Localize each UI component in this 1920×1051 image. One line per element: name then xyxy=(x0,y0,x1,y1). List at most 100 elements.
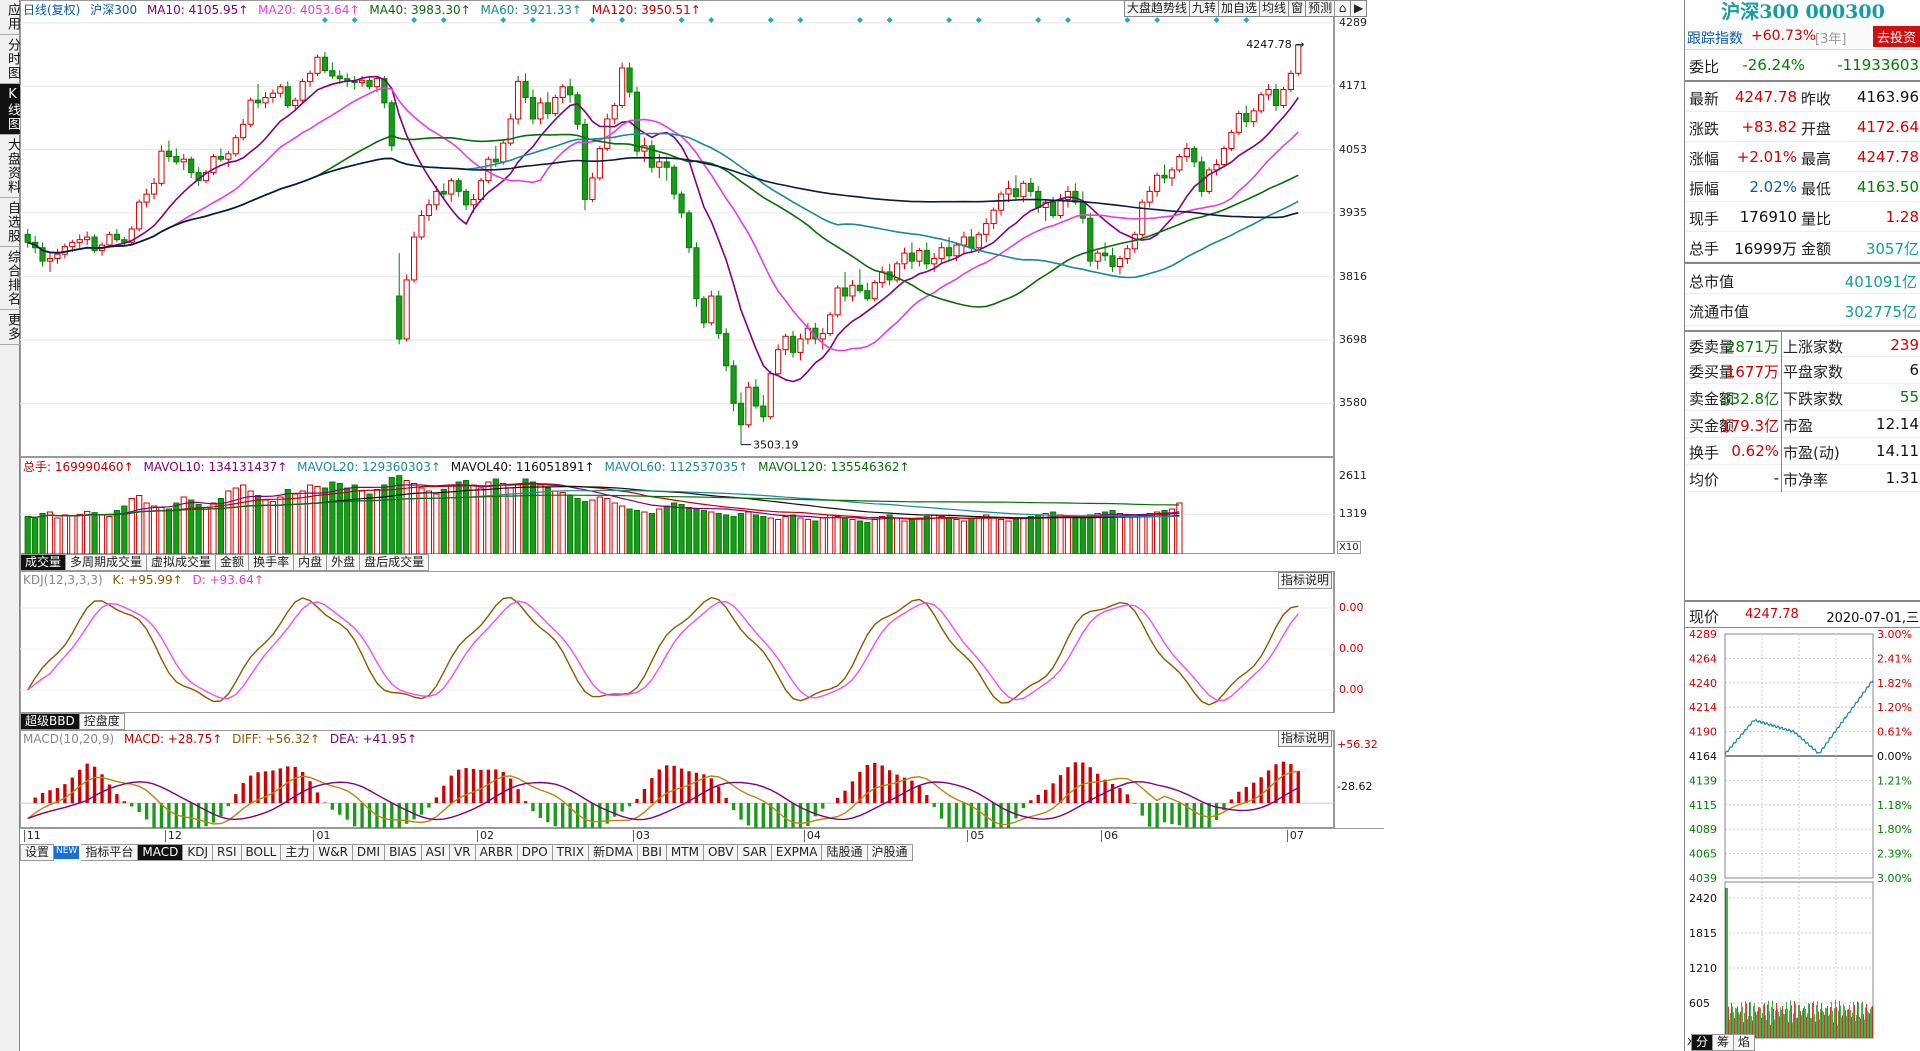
volume-bar[interactable] xyxy=(723,514,730,554)
volume-bar[interactable] xyxy=(121,505,128,554)
volume-bar[interactable] xyxy=(841,517,849,554)
volume-bar[interactable] xyxy=(1139,514,1146,554)
candle[interactable] xyxy=(136,199,143,232)
candle[interactable] xyxy=(24,228,31,248)
lock-icon[interactable]: ⌂ xyxy=(1335,0,1352,17)
candle[interactable] xyxy=(46,253,54,272)
candle[interactable] xyxy=(1109,247,1116,272)
indicator-tab-RSI[interactable]: RSI xyxy=(213,844,242,861)
candle[interactable] xyxy=(819,328,826,350)
volume-bar[interactable] xyxy=(455,481,462,554)
volume-bar[interactable] xyxy=(106,516,113,555)
volume-bar[interactable] xyxy=(61,514,68,554)
candle[interactable] xyxy=(1265,84,1272,101)
settings-tab[interactable]: 设置 xyxy=(20,844,55,861)
candle[interactable] xyxy=(1168,167,1176,187)
indicator-tab-DMI[interactable]: DMI xyxy=(352,844,386,861)
candle[interactable] xyxy=(425,199,433,221)
candle[interactable] xyxy=(997,191,1005,216)
volume-bar[interactable] xyxy=(782,516,789,555)
candle[interactable] xyxy=(433,186,440,211)
candle[interactable] xyxy=(619,62,626,109)
tab-筹[interactable]: 筹 xyxy=(1713,1034,1735,1051)
candle[interactable] xyxy=(1176,153,1183,173)
volume-bar[interactable] xyxy=(381,484,388,554)
volume-bar[interactable] xyxy=(641,511,648,554)
candle[interactable] xyxy=(685,210,693,254)
volume-bar[interactable] xyxy=(596,496,603,554)
candle[interactable] xyxy=(752,379,759,409)
kline-chart[interactable]: 4247.78 → 3503.19 xyxy=(20,17,1334,457)
volume-bar[interactable] xyxy=(418,487,425,554)
volume-bar[interactable] xyxy=(804,519,811,555)
volume-bar[interactable] xyxy=(663,505,670,554)
volume-bar[interactable] xyxy=(715,513,722,555)
candle[interactable] xyxy=(188,156,195,178)
volume-bar[interactable] xyxy=(158,507,165,555)
candle[interactable] xyxy=(1087,212,1094,267)
volume-bar[interactable] xyxy=(269,501,277,555)
candle[interactable] xyxy=(864,282,871,302)
candle[interactable] xyxy=(54,248,61,264)
candle[interactable] xyxy=(1295,43,1302,77)
candle[interactable] xyxy=(841,271,849,302)
volume-bar[interactable] xyxy=(1072,517,1079,554)
invest-button[interactable]: 去投资 xyxy=(1873,26,1920,47)
indicator-tab-ASI[interactable]: ASI xyxy=(421,844,451,861)
candle[interactable] xyxy=(574,92,581,130)
candle[interactable] xyxy=(1206,167,1213,195)
candle[interactable] xyxy=(1198,156,1205,197)
volume-bar[interactable] xyxy=(752,514,759,554)
candle[interactable] xyxy=(745,381,752,428)
candle[interactable] xyxy=(91,234,98,254)
volume-bar[interactable] xyxy=(931,514,938,554)
volume-bar[interactable] xyxy=(448,484,455,554)
volume-bar[interactable] xyxy=(165,508,172,554)
volume-bar[interactable] xyxy=(143,502,150,554)
volume-chart[interactable] xyxy=(20,473,1334,554)
volume-bar[interactable] xyxy=(299,490,306,554)
candle[interactable] xyxy=(767,371,774,420)
indicator-tab-MACD[interactable]: MACD xyxy=(138,844,184,861)
volume-bar[interactable] xyxy=(344,487,351,554)
volume-bar[interactable] xyxy=(1131,516,1138,555)
volume-bar[interactable] xyxy=(767,517,774,554)
candle[interactable] xyxy=(173,148,180,165)
volume-bar[interactable] xyxy=(730,516,737,555)
volume-bar[interactable] xyxy=(69,515,76,554)
candle[interactable] xyxy=(515,76,522,125)
volume-bar[interactable] xyxy=(574,498,581,555)
candle[interactable] xyxy=(693,242,700,307)
candle[interactable] xyxy=(567,78,574,103)
volume-bar[interactable] xyxy=(908,519,916,555)
macd-chart[interactable] xyxy=(20,745,1334,828)
volume-bar[interactable] xyxy=(552,490,559,554)
volume-bar[interactable] xyxy=(671,502,678,554)
volume-bar[interactable] xyxy=(678,504,685,555)
candle[interactable] xyxy=(775,344,782,377)
volume-bar[interactable] xyxy=(485,481,492,554)
volume-bar[interactable] xyxy=(1146,513,1153,555)
volume-bar[interactable] xyxy=(1027,516,1034,555)
candle[interactable] xyxy=(1228,129,1235,152)
candle[interactable] xyxy=(403,274,410,342)
tab-超级BBD[interactable]: 超级BBD xyxy=(20,713,80,730)
candle[interactable] xyxy=(1116,255,1124,275)
candle[interactable] xyxy=(1280,86,1287,109)
left-tab-2[interactable]: K线图 xyxy=(0,84,20,135)
volume-bar[interactable] xyxy=(39,513,46,555)
toolbar-button-0[interactable]: 大盘趋势线 xyxy=(1124,0,1191,17)
volume-bar[interactable] xyxy=(136,495,143,555)
volume-bar[interactable] xyxy=(202,507,210,555)
volume-bar[interactable] xyxy=(240,484,247,554)
volume-bar[interactable] xyxy=(188,499,195,554)
volume-bar[interactable] xyxy=(827,514,834,554)
candle[interactable] xyxy=(604,113,611,152)
left-tab-3[interactable]: 大盘资料 xyxy=(0,135,20,198)
volume-bar[interactable] xyxy=(225,490,232,554)
volume-bar[interactable] xyxy=(893,517,901,554)
indicator-tab-ARBR[interactable]: ARBR xyxy=(475,844,518,861)
tab-外盘[interactable]: 外盘 xyxy=(327,554,361,571)
candle[interactable] xyxy=(396,253,403,345)
candle[interactable] xyxy=(908,242,916,270)
